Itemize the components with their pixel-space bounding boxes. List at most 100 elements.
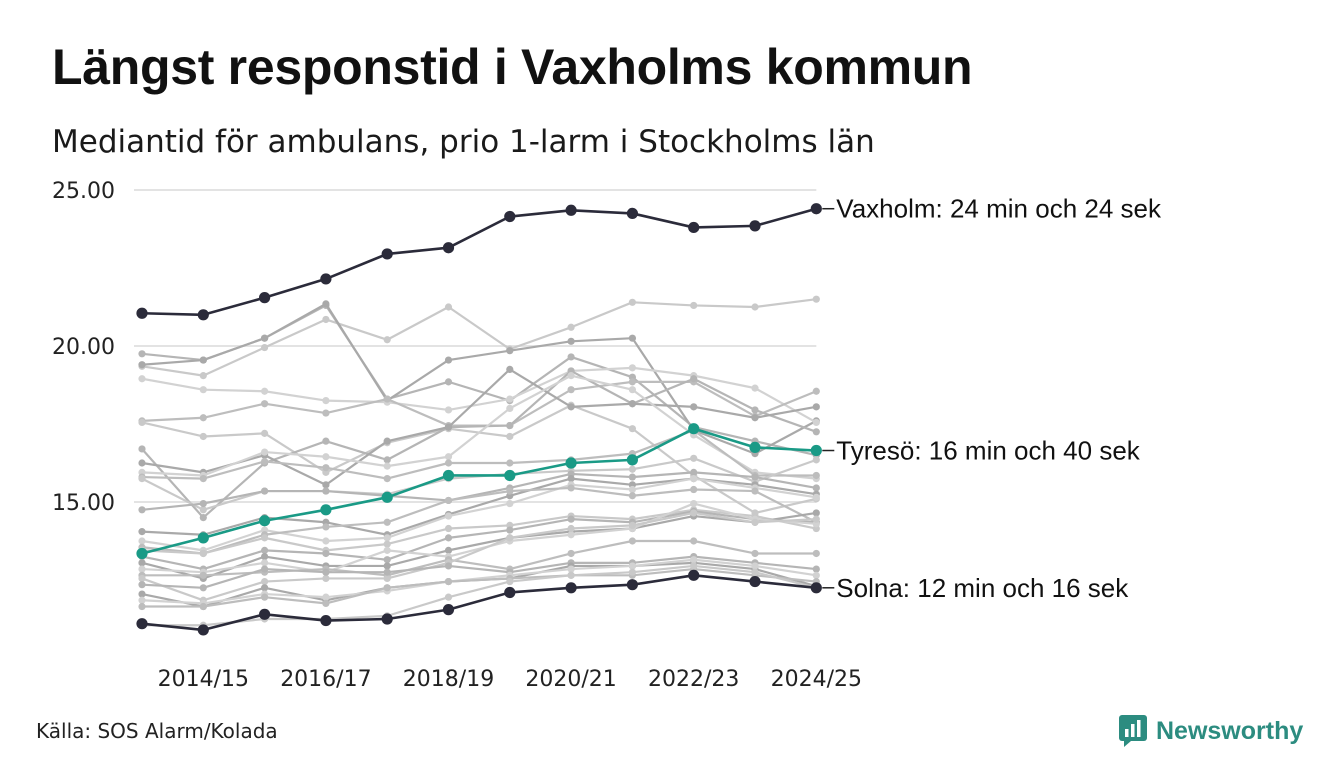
series-point	[197, 309, 209, 321]
series-point	[506, 404, 514, 412]
x-tick-label: 2014/15	[158, 667, 249, 692]
series-point	[261, 334, 269, 342]
series-line	[141, 302, 817, 455]
x-tick-label: 2022/23	[648, 667, 739, 692]
series-point	[197, 532, 209, 544]
series-point	[751, 303, 759, 311]
series-point	[138, 565, 146, 573]
series-point	[261, 577, 269, 586]
series-point	[138, 445, 146, 453]
series-point	[199, 414, 207, 422]
series-point	[259, 515, 271, 527]
series-point	[322, 397, 330, 405]
series-point	[565, 457, 577, 469]
series-point	[444, 534, 453, 542]
series-point	[383, 534, 391, 542]
series-tyres: Tyresö: 16 min och 40 sek	[136, 423, 1141, 560]
series-point	[199, 506, 207, 514]
series-point	[567, 571, 575, 579]
series-point	[322, 574, 330, 583]
series-point	[383, 462, 391, 470]
series-point	[383, 546, 391, 554]
series-point	[504, 469, 516, 482]
series-point	[688, 221, 700, 234]
series-point	[567, 565, 575, 573]
series-point	[628, 473, 637, 481]
series-point	[565, 204, 577, 216]
series-point	[261, 559, 269, 567]
series-point	[812, 295, 820, 303]
series-solna: Solna: 12 min och 16 sek	[136, 569, 1129, 636]
series-point	[322, 568, 330, 576]
series-point	[322, 523, 330, 531]
series-point	[261, 429, 269, 437]
series-point	[626, 454, 639, 466]
brand-name: Newsworthy	[1156, 716, 1304, 745]
series-point	[136, 618, 148, 630]
series-point	[626, 579, 639, 591]
series-point	[812, 428, 820, 436]
series-line	[141, 511, 817, 602]
series-point	[628, 386, 637, 394]
series-line	[141, 508, 817, 555]
series-line	[141, 366, 817, 424]
series-point	[383, 568, 391, 576]
series-point	[444, 303, 453, 311]
series-background	[138, 295, 820, 380]
series-point	[812, 471, 820, 480]
series-point	[690, 499, 698, 508]
series-line	[141, 368, 817, 486]
series-line	[141, 298, 817, 377]
series-point	[261, 457, 269, 466]
series-point	[444, 524, 453, 533]
series-point	[628, 485, 637, 494]
series-point	[261, 593, 269, 601]
series-point	[444, 593, 453, 601]
series-point	[749, 441, 761, 453]
series-point	[506, 459, 514, 467]
series-point	[138, 590, 146, 598]
y-tick-label: 20.00	[52, 335, 115, 360]
series-point	[136, 547, 148, 560]
series-line	[141, 369, 817, 519]
series-point	[628, 425, 637, 433]
series-point	[383, 395, 391, 403]
series-point	[383, 562, 391, 570]
series-line	[141, 471, 817, 511]
brand: Newsworthy	[1118, 714, 1303, 748]
series-point	[322, 549, 330, 558]
series-point	[199, 602, 207, 611]
series-point	[628, 562, 637, 570]
series-point	[690, 301, 698, 310]
series-point	[444, 406, 453, 414]
series-point	[751, 518, 759, 526]
series-line	[141, 511, 817, 580]
series-point	[506, 499, 514, 508]
series-line	[141, 477, 817, 552]
series-point	[810, 444, 822, 457]
series-point	[322, 537, 330, 545]
series-point	[444, 423, 453, 431]
series-point	[812, 509, 820, 517]
series-point	[504, 586, 516, 599]
series-point	[322, 453, 330, 461]
y-tick-label: 25.00	[52, 179, 115, 204]
series-point	[383, 475, 391, 483]
series-point	[199, 475, 207, 483]
series-point	[320, 504, 332, 516]
series-point	[383, 336, 391, 344]
series-point	[138, 459, 146, 467]
series-line	[141, 429, 817, 480]
series-point	[383, 456, 391, 464]
series-point	[812, 565, 820, 573]
series-point	[138, 475, 146, 483]
end-label: Solna: 12 min och 16 sek	[836, 573, 1129, 603]
series-point	[261, 343, 269, 352]
series-point	[383, 574, 391, 583]
series-point	[506, 395, 514, 403]
series-point	[322, 437, 330, 445]
series-point	[810, 582, 822, 594]
series-point	[751, 568, 759, 576]
source-note: Källa: SOS Alarm/Kolada	[36, 719, 278, 743]
